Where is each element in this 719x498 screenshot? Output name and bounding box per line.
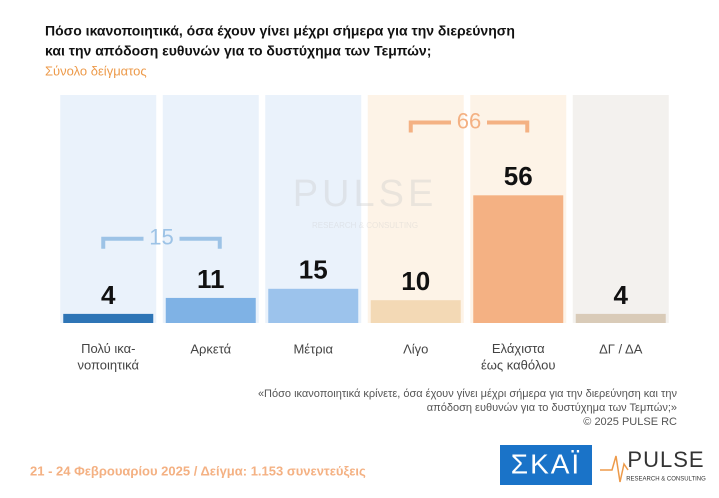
value-label: 4 [614,280,629,310]
pulse-icon [600,455,629,483]
x-tick-label: Αρκετά [190,341,231,356]
bar [370,300,461,323]
watermark-sub: RESEARCH & CONSULTING [312,221,418,230]
value-label: 10 [401,266,430,296]
footer: 21 - 24 Φεβρουαρίου 2025 / Δείγμα: 1.153… [30,463,366,478]
group-bracket [408,120,530,133]
x-tick-label: Μέτρια [293,341,333,356]
footnote: «Πόσο ικανοποιητικά κρίνετε, όσα έχουν γ… [258,388,678,400]
panel [367,95,464,323]
watermark: PULSE RESEARCH & CONSULTING [293,173,438,230]
panel [265,95,362,323]
group-label: 15 [149,225,173,250]
skai-logo [500,445,592,485]
group-label: 66 [457,108,481,133]
bar [473,195,564,323]
group-bracket [101,236,222,249]
value-label: 15 [299,255,328,285]
pulse-logo: PULSE [627,447,704,472]
value-label: 4 [101,280,116,310]
chart-subtitle: Σύνολο δείγματος [45,63,147,78]
bar [165,297,256,323]
bar [268,288,359,323]
watermark-text: PULSE [293,173,438,215]
footnote: © 2025 PULSE RC [583,416,677,428]
x-tick-label: Λίγο [403,341,428,356]
x-tick-label: Ελάχιστα έως καθόλου [481,341,556,372]
chart-title: και την απόδοση ευθυνών για το δυστύχημα… [45,43,431,59]
bar [575,313,666,323]
x-tick-label: Πολύ ικα-νοποιητικά [77,341,139,372]
panel [60,95,157,323]
skai-logo-text: ΣΚΑΪ [511,448,581,479]
panel [572,95,669,323]
x-tick-label: ΔΓ / ΔΑ [599,341,643,356]
value-label: 56 [504,161,533,191]
pulse-logo-sub: RESEARCH & CONSULTING [626,477,706,483]
chart-title: Πόσο ικανοποιητικά, όσα έχουν γίνει μέχρ… [45,23,515,39]
value-label: 11 [197,264,225,294]
bar [63,313,154,323]
footnote: απόδοση ευθυνών για το δυστύχημα των Τεμ… [427,402,677,414]
panel [162,95,259,323]
